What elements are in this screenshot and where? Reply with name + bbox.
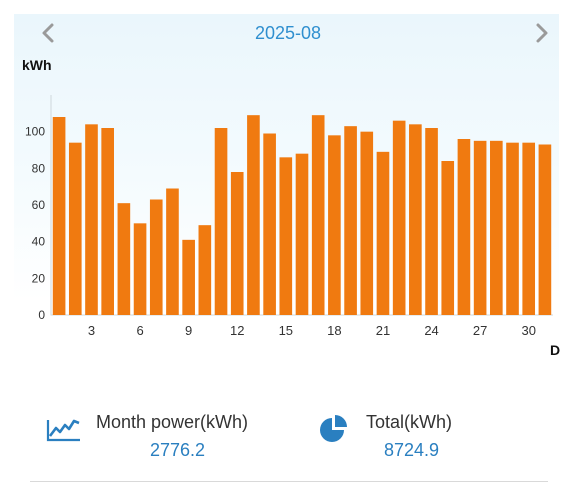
total-value: 8724.9 [384,440,440,460]
next-month-button[interactable] [530,22,552,44]
bar-day-20[interactable] [360,131,374,315]
bar-day-23[interactable] [409,124,422,315]
x-tick-label: 21 [376,323,390,338]
bar-day-22[interactable] [392,120,406,315]
bar-day-8[interactable] [166,188,179,316]
pie-chart-icon [320,415,347,442]
bar-day-1[interactable] [52,117,66,315]
month-power-value: 2776.2 [150,440,206,460]
y-tick-label: 20 [32,271,46,285]
y-axis-unit: kWh [22,57,52,73]
month-title[interactable]: 2025-08 [254,23,322,43]
chevron-left-icon [42,23,54,43]
x-tick-label: 30 [521,323,535,338]
bar-day-11[interactable] [214,128,228,315]
bar-day-27[interactable] [473,140,487,315]
bar-day-19[interactable] [344,126,357,315]
bar-day-17[interactable] [311,115,325,315]
x-tick-label: 3 [88,323,95,338]
chevron-right-icon [536,23,548,43]
daily-power-bar-chart: 0 20 40 60 80 100 3 6 9 12 15 18 21 24 27 30 [25,95,553,338]
bar-day-26[interactable] [457,139,471,315]
x-axis-unit: D [550,342,561,358]
bar-day-21[interactable] [376,151,390,315]
bar-day-10[interactable] [198,225,212,315]
x-tick-label: 12 [230,323,244,338]
bar-day-12[interactable] [230,172,244,315]
bar-day-6[interactable] [133,223,147,315]
bar-day-28[interactable] [490,140,503,315]
y-tick-label: 40 [32,235,46,249]
trend-line-icon [46,419,80,442]
bar-day-3[interactable] [85,124,98,315]
y-tick-label: 0 [38,308,45,322]
bar-day-13[interactable] [247,115,260,315]
bar-day-4[interactable] [101,128,114,315]
bar-day-16[interactable] [295,153,309,315]
bar-day-5[interactable] [117,203,131,315]
bar-day-25[interactable] [441,161,455,315]
x-tick-label: 27 [473,323,487,338]
y-tick-label: 100 [25,125,45,139]
y-tick-label: 60 [32,198,46,212]
bar-day-2[interactable] [68,142,82,315]
x-tick-label: 24 [424,323,438,338]
x-tick-label: 6 [136,323,143,338]
x-tick-label: 9 [185,323,192,338]
bar-day-15[interactable] [279,157,293,315]
total-label: Total(kWh) [366,412,453,432]
prev-month-button[interactable] [38,22,60,44]
bar-day-30[interactable] [522,142,536,315]
bar-day-7[interactable] [149,199,163,316]
bar-day-24[interactable] [425,128,438,315]
bar-day-18[interactable] [328,135,341,315]
bar-day-9[interactable] [182,239,195,315]
x-tick-label: 18 [327,323,341,338]
x-tick-label: 15 [279,323,293,338]
bar-day-31[interactable] [538,144,552,316]
y-tick-label: 80 [32,161,46,175]
month-power-label: Month power(kWh) [96,412,249,432]
bar-day-14[interactable] [263,133,276,316]
bar-day-29[interactable] [506,142,519,315]
divider [30,481,548,482]
